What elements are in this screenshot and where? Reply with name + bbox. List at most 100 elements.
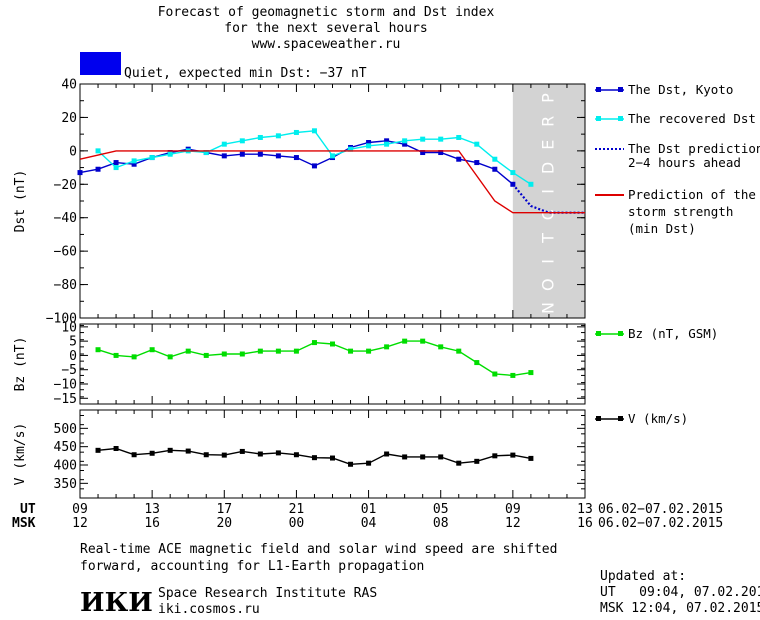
ut-tick-label: 17 — [216, 502, 232, 517]
y-tick-label: 10 — [61, 320, 77, 335]
dst-data-point — [330, 153, 335, 159]
dst-data-point — [492, 156, 498, 162]
bz-data-point — [257, 348, 263, 354]
legend-storm-label-2: storm strength — [628, 204, 733, 219]
dst-axis-label: Dst (nT) — [13, 170, 28, 233]
dst-data-point — [131, 161, 137, 167]
msk-tick-label: 16 — [577, 516, 593, 531]
y-tick-label: 400 — [54, 459, 77, 474]
dst-data-point — [239, 138, 245, 144]
dst-data-point — [366, 140, 372, 145]
dst-data-point — [77, 170, 83, 176]
bz-data-point — [167, 354, 173, 360]
dst-data-point — [311, 163, 317, 169]
updated-ut: UT 09:04, 07.02.2015 — [600, 585, 760, 600]
chart-title-line1: Forecast of geomagnetic storm and Dst in… — [158, 5, 495, 20]
prediction-zone-letter: E — [538, 140, 557, 150]
y-tick-label: −80 — [54, 278, 77, 293]
v-data-point — [510, 452, 516, 458]
bz-data-point — [330, 341, 335, 347]
dst-data-point — [510, 181, 516, 187]
bz-frame — [79, 323, 586, 405]
bz-data-point — [95, 347, 101, 353]
dst-data-point — [257, 151, 263, 157]
v-data-point — [348, 461, 354, 467]
dst-series-line — [79, 150, 585, 214]
legend-kyoto-marker — [595, 87, 624, 92]
v-data-point — [402, 454, 408, 460]
bz-data-point — [275, 348, 281, 354]
bz-data-point — [221, 351, 227, 357]
v-data-point — [221, 452, 227, 458]
bz-data-point — [510, 372, 516, 378]
dst-data-point — [131, 158, 137, 164]
legend-recovered-marker — [595, 116, 624, 121]
v-data-point — [474, 458, 480, 464]
institute-website: iki.cosmos.ru — [158, 602, 260, 617]
bz-data-point — [456, 348, 462, 354]
y-tick-label: −100 — [46, 312, 77, 327]
dst-data-point — [510, 170, 516, 176]
dst-data-point — [456, 156, 462, 162]
v-data-point — [293, 452, 299, 458]
msk-tick-label: 08 — [433, 516, 449, 531]
legend-dst: The Dst, Kyoto The recovered Dst The Dst… — [595, 82, 760, 236]
bz-axis-label: Bz (nT) — [13, 337, 28, 392]
bz-data-point — [149, 347, 155, 353]
ut-axis-label: UT — [20, 502, 36, 517]
dst-data-point — [275, 133, 281, 139]
prediction-zone-letter: R — [538, 116, 557, 127]
legend-bz-marker — [595, 331, 624, 336]
ut-tick-label: 05 — [433, 502, 449, 517]
v-frame — [79, 409, 586, 499]
prediction-zone-letter: I — [538, 189, 557, 194]
prediction-zone-letter: O — [538, 278, 557, 291]
y-tick-label: 5 — [69, 335, 77, 350]
v-data-point — [311, 455, 317, 461]
v-data-point — [131, 452, 137, 458]
dst-data-point — [239, 151, 245, 157]
msk-axis-label: MSK — [12, 516, 36, 531]
msk-tick-label: 16 — [144, 516, 160, 531]
bz-data-point — [420, 338, 426, 344]
v-data-point — [366, 460, 372, 466]
dst-data-point — [528, 181, 534, 187]
legend-v-label: V (km/s) — [628, 411, 688, 426]
dst-data-point — [311, 128, 317, 134]
y-tick-label: 0 — [69, 144, 77, 159]
legend-bz-label: Bz (nT, GSM) — [628, 326, 718, 341]
dst-data-point — [348, 146, 354, 152]
bz-data-point — [348, 348, 354, 354]
v-axis-label: V (km/s) — [13, 423, 28, 486]
dst-data-point — [221, 141, 227, 147]
dst-data-point — [293, 155, 299, 161]
y-tick-label: −15 — [54, 392, 77, 407]
v-data-point — [438, 454, 444, 460]
bz-data-point — [185, 348, 191, 354]
y-tick-label: −20 — [54, 178, 77, 193]
dst-data-point — [474, 141, 480, 147]
bz-series-line — [97, 340, 532, 377]
legend-storm-label-3: (min Dst) — [628, 221, 696, 236]
iki-logo: ИКИ — [80, 588, 153, 618]
prediction-zone-letter: P — [538, 93, 557, 103]
dst-data-point — [293, 129, 299, 135]
prediction-zone-letter: T — [538, 233, 557, 244]
msk-tick-label: 12 — [505, 516, 521, 531]
v-data-point — [384, 451, 390, 457]
bz-data-point — [402, 338, 408, 344]
v-data-point — [239, 448, 245, 454]
date-range-ut: 06.02−07.02.2015 — [598, 502, 723, 517]
updated-msk: MSK 12:04, 07.02.2015 — [600, 601, 760, 616]
dst-data-point — [149, 155, 155, 161]
bz-data-point — [311, 340, 317, 346]
prediction-zone-letter: C — [538, 209, 557, 220]
msk-tick-label: 20 — [216, 516, 232, 531]
dst-data-point — [438, 136, 444, 142]
footer-note-line2: forward, accounting for L1-Earth propaga… — [80, 559, 424, 574]
y-tick-label: 500 — [54, 422, 77, 437]
y-tick-label: −40 — [54, 211, 77, 226]
dst-data-point — [402, 141, 408, 147]
